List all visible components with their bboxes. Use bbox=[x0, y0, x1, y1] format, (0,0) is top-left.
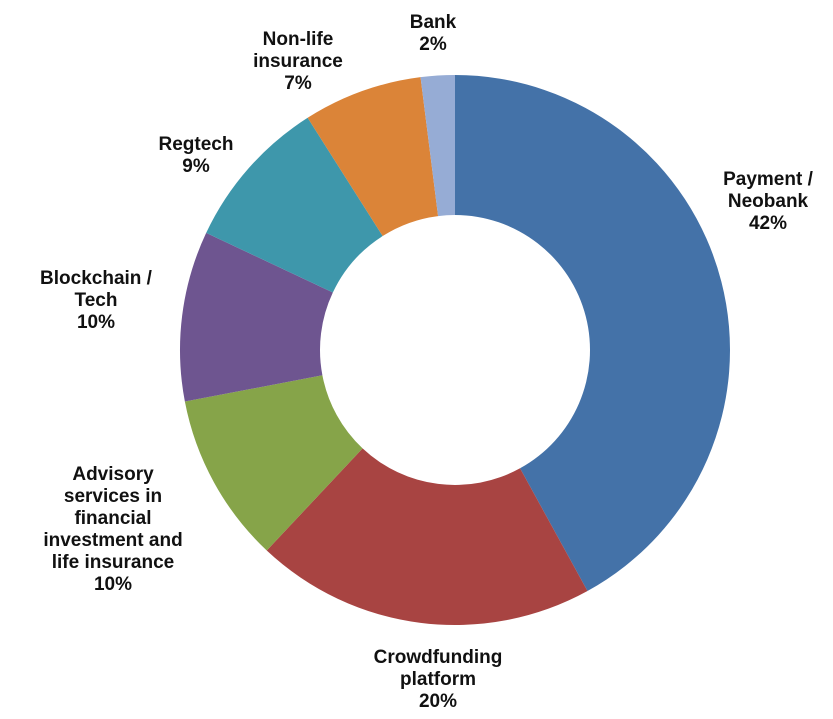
slice-value-label: 42% bbox=[749, 213, 787, 234]
slice-label-2: Advisory services in financial investment a… bbox=[43, 464, 182, 595]
slice-label-4: Regtech 9% bbox=[159, 134, 234, 177]
slice-category-label: Non-life bbox=[263, 29, 334, 50]
donut-slices bbox=[179, 75, 730, 625]
slice-value-label: 20% bbox=[419, 691, 457, 712]
donut-slice-1 bbox=[266, 448, 588, 625]
slice-value-label: 2% bbox=[419, 34, 447, 55]
slice-category-label: Tech bbox=[75, 290, 118, 311]
slice-category-label: Neobank bbox=[728, 191, 809, 212]
slice-label-0: Payment / Neobank 42% bbox=[723, 169, 813, 234]
slice-category-label: financial bbox=[74, 508, 151, 529]
slice-category-label: services in bbox=[64, 486, 162, 507]
slice-label-1: Crowdfunding platform 20% bbox=[374, 647, 503, 712]
donut-slice-0 bbox=[455, 75, 730, 591]
slice-category-label: Crowdfunding bbox=[374, 647, 503, 668]
donut-slice-2 bbox=[184, 375, 363, 551]
slice-category-label: Blockchain / bbox=[40, 268, 153, 289]
donut-slice-3 bbox=[179, 232, 333, 402]
donut-slice-5 bbox=[307, 77, 439, 237]
slice-category-label: Payment / bbox=[723, 169, 813, 190]
slice-category-label: life insurance bbox=[52, 552, 175, 573]
slice-label-3: Blockchain / Tech 10% bbox=[40, 268, 153, 333]
slice-label-5: Non-life insurance 7% bbox=[253, 29, 343, 94]
slice-value-label: 9% bbox=[182, 156, 210, 177]
slice-category-label: Regtech bbox=[159, 134, 234, 155]
slice-category-label: Bank bbox=[410, 12, 457, 33]
donut-slice-4 bbox=[206, 117, 383, 293]
slice-labels: Payment / Neobank 42%Crowdfunding platform 2… bbox=[40, 12, 814, 712]
slice-category-label: investment and bbox=[43, 530, 182, 551]
slice-category-label: Advisory bbox=[72, 464, 154, 485]
donut-slice-6 bbox=[420, 75, 455, 217]
slice-category-label: insurance bbox=[253, 51, 343, 72]
slice-value-label: 10% bbox=[77, 312, 115, 333]
slice-value-label: 7% bbox=[284, 73, 312, 94]
slice-label-6: Bank 2% bbox=[410, 12, 457, 55]
slice-category-label: platform bbox=[400, 669, 476, 690]
slice-value-label: 10% bbox=[94, 574, 132, 595]
